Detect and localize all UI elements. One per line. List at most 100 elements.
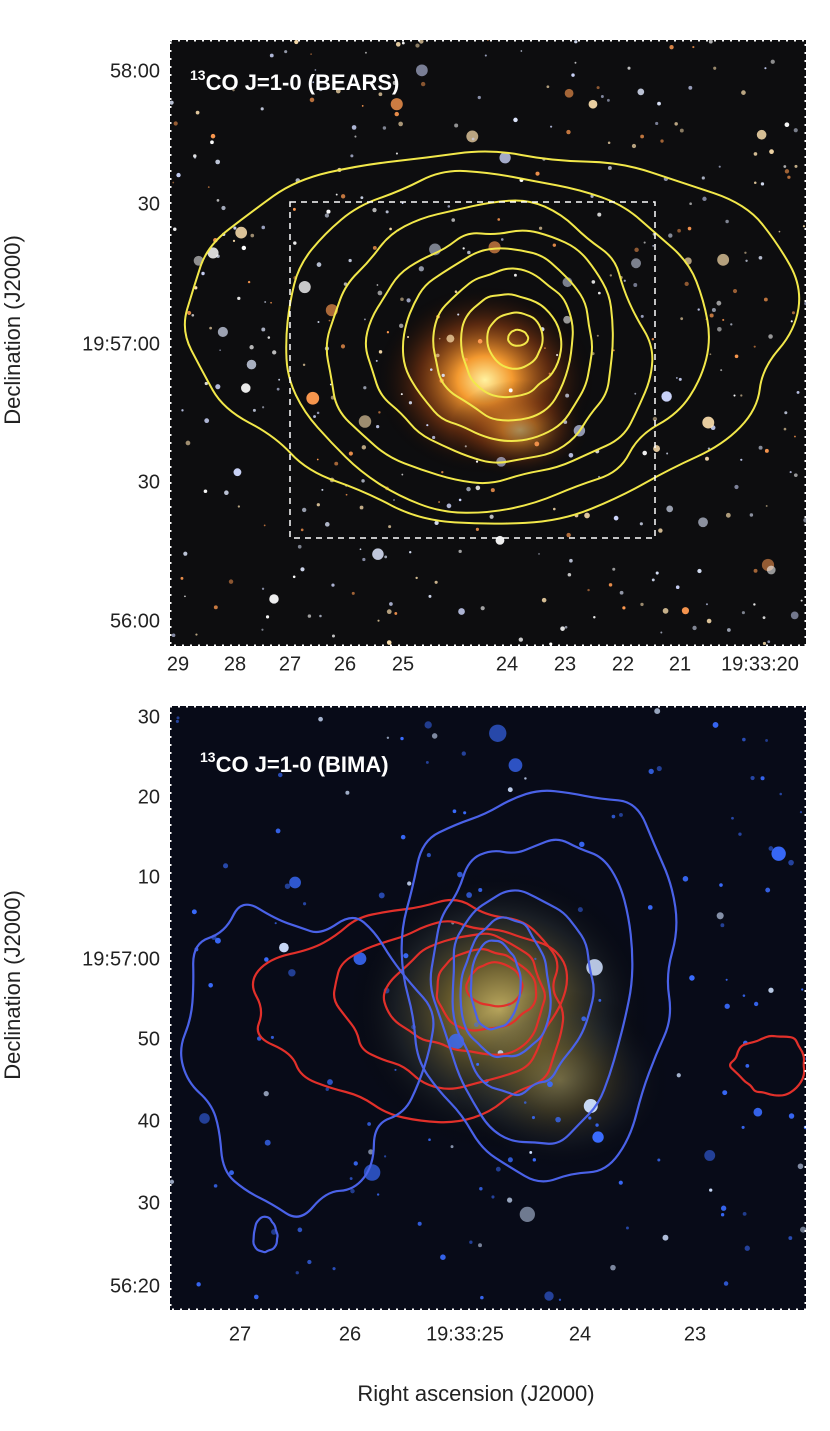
star [744,1245,750,1251]
star [640,314,644,318]
star [778,230,781,233]
star [207,186,210,188]
star [760,182,765,186]
star [201,271,205,276]
frame [168,704,808,1312]
contour [332,920,569,1090]
star [426,424,429,427]
star [284,883,291,889]
star [741,90,746,95]
star [613,515,619,521]
star [709,313,714,318]
star [224,490,229,496]
x-tick-label: 19:33:25 [426,1323,504,1345]
star [293,241,297,245]
star [652,416,658,422]
star [241,245,247,251]
star [565,393,570,398]
star [313,415,316,418]
x-axis-title: Right ascension (J2000) [357,1381,594,1406]
star [662,608,669,614]
star [269,53,274,58]
star [723,1281,729,1286]
star [738,832,742,836]
star [368,1149,374,1155]
y-tick-label: 19:57:00 [82,333,160,355]
star [466,486,471,492]
panel-label: 13CO J=1-0 (BIMA) [200,749,389,777]
star [274,922,277,925]
star [401,41,405,45]
star [284,50,288,54]
y-tick-label: 20 [138,786,160,808]
star [325,1087,329,1092]
star [406,335,410,339]
star [689,975,695,981]
star [386,331,390,334]
y-tick-label: 58:00 [110,60,160,82]
star [446,503,452,509]
star [647,905,653,910]
star [770,59,775,64]
star [434,520,439,525]
star [361,479,365,483]
star [440,1254,446,1260]
star [353,1161,358,1166]
y-tick-label: 30 [138,471,160,493]
star [428,594,432,598]
star [692,625,697,631]
star [716,300,722,306]
star [318,87,323,92]
star [335,88,341,94]
star [345,790,350,795]
star [740,458,743,461]
star [741,1125,745,1129]
star [389,602,393,606]
star [292,575,296,579]
star [607,165,612,170]
star [173,227,177,231]
star [534,441,540,447]
star [295,1271,299,1275]
star [235,226,248,239]
star [480,1295,484,1300]
star [634,392,637,395]
star [400,297,404,302]
star [697,308,700,311]
star [446,334,455,343]
star [415,576,418,580]
star [306,391,320,405]
star [547,1081,553,1088]
star [758,445,763,450]
star [454,123,459,128]
star [765,739,768,742]
contour [382,932,547,1056]
star [461,751,466,756]
star [372,245,377,250]
x-tick-label: 26 [334,653,356,675]
star [175,719,179,723]
star [754,1001,759,1007]
star [742,1211,747,1216]
star [784,122,790,128]
x-tick-label: 26 [339,1323,361,1345]
contour [400,789,678,1183]
star [307,1259,312,1265]
star [208,982,213,988]
star [424,721,432,729]
star [590,194,594,198]
star [321,488,324,491]
star [434,580,438,584]
star [297,1227,303,1233]
star [484,54,487,57]
star [541,597,547,603]
star [495,535,505,545]
star [480,606,485,611]
star [475,460,479,463]
y-axis-title: Declination (J2000) [0,235,25,425]
star [265,615,270,619]
star [648,768,654,775]
star [476,1062,480,1066]
star [331,634,335,638]
star [490,488,495,493]
